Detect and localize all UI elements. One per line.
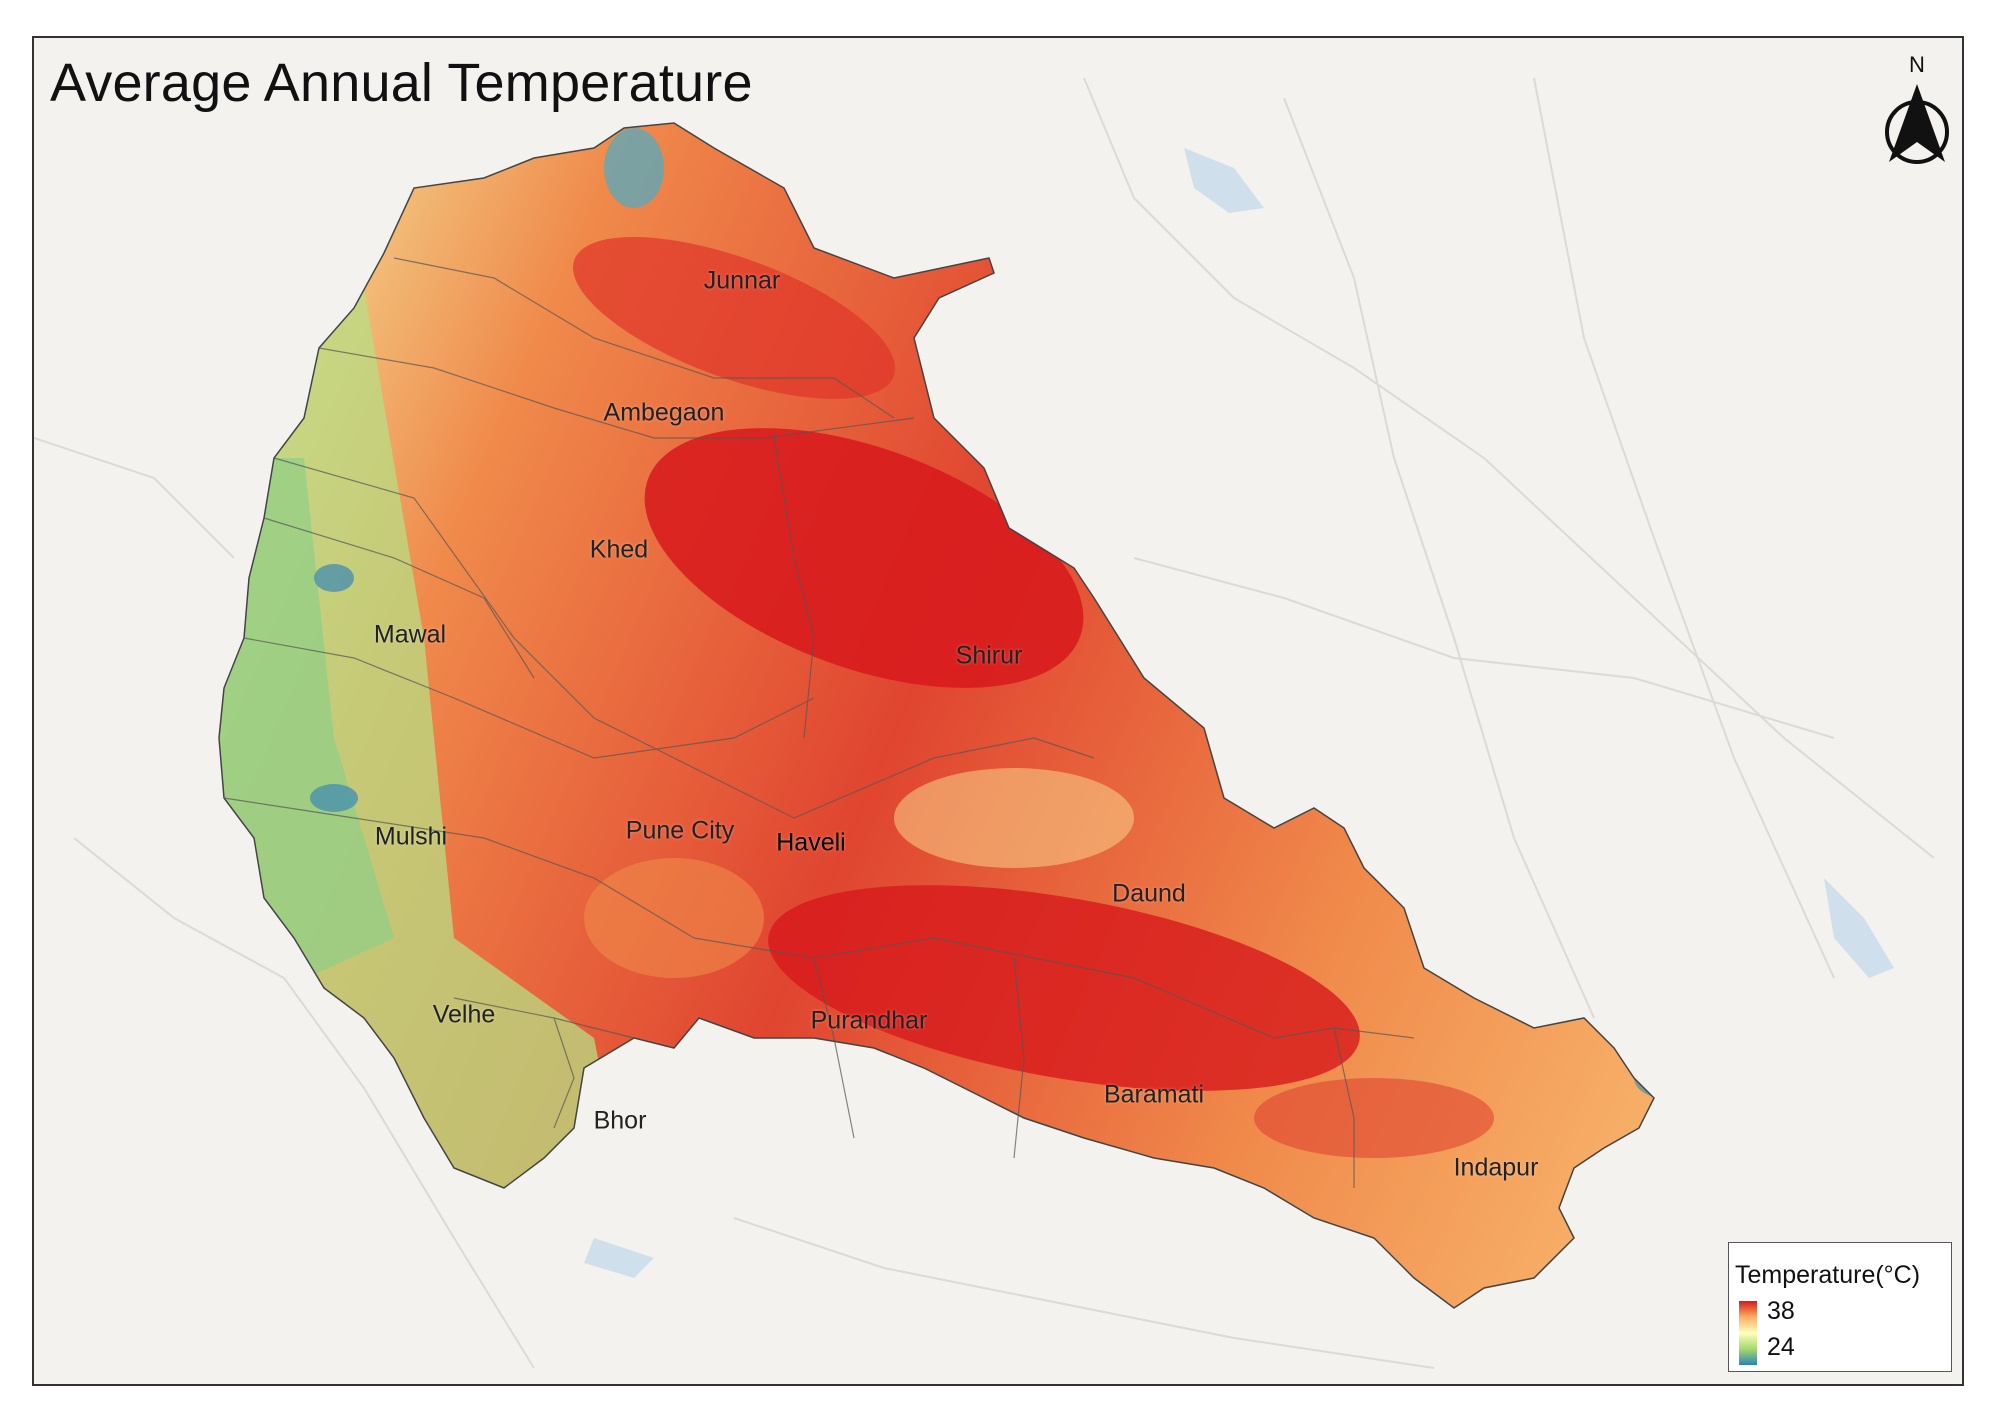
region-label-baramati: Baramati (1103, 1080, 1205, 1109)
legend-color-ramp (1739, 1301, 1757, 1365)
region-label-ambegaon: Ambegaon (603, 398, 725, 427)
region-label-haveli: Haveli (776, 828, 846, 857)
region-label-bhor: Bhor (593, 1106, 647, 1135)
legend-min-value: 24 (1767, 1333, 1795, 1361)
region-label-shirur: Shirur (955, 641, 1023, 670)
basemap-roads (34, 77, 1935, 1369)
legend: Temperature(°C) 38 24 (1728, 1242, 1952, 1372)
region-label-daund: Daund (1112, 879, 1186, 908)
legend-max-value: 38 (1767, 1297, 1795, 1325)
region-label-indapur: Indapur (1453, 1153, 1539, 1182)
region-label-pune-city: Pune City (625, 816, 735, 845)
region-label-purandhar: Purandhar (810, 1006, 928, 1035)
north-label: N (1909, 52, 1925, 77)
region-label-mulshi: Mulshi (374, 822, 448, 851)
region-label-velhe: Velhe (432, 1000, 496, 1029)
region-label-junnar: Junnar (703, 266, 781, 295)
north-arrow-icon (1885, 84, 1949, 164)
region-label-mawal: Mawal (373, 620, 447, 649)
taluka-boundaries (223, 257, 1415, 1188)
map-title: Average Annual Temperature (50, 53, 753, 113)
basemap-water (584, 148, 1894, 1278)
map-canvas (34, 77, 1935, 1369)
map-frame: Average Annual Temperature N Junnar Ambe… (32, 36, 1964, 1386)
north-arrow: N (1875, 52, 1959, 172)
temperature-raster (219, 123, 1654, 1308)
legend-title: Temperature(°C) (1735, 1261, 1921, 1289)
region-label-khed: Khed (589, 535, 649, 564)
